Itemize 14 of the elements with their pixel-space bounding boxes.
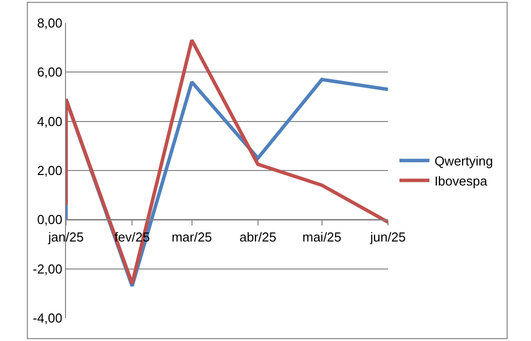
x-tick-label: mar/25 bbox=[172, 229, 212, 244]
y-tick-label: 6,00 bbox=[37, 64, 62, 80]
y-tick-label: -4,00 bbox=[32, 310, 62, 326]
x-tick-label: jun/25 bbox=[369, 229, 406, 244]
legend-label: Qwertying bbox=[434, 154, 493, 169]
y-tick-label: 2,00 bbox=[37, 163, 62, 178]
y-tick-label: 0,00 bbox=[37, 212, 62, 228]
x-tick-label: jan/25 bbox=[47, 229, 84, 244]
y-tick-label: 4,00 bbox=[37, 114, 62, 129]
y-tick-label: -2,00 bbox=[32, 261, 62, 276]
x-tick-label: mai/25 bbox=[302, 229, 342, 244]
y-tick-label: 8,00 bbox=[37, 16, 62, 31]
legend-label: Ibovespa bbox=[434, 173, 488, 188]
x-tick-label: abr/25 bbox=[239, 229, 276, 244]
